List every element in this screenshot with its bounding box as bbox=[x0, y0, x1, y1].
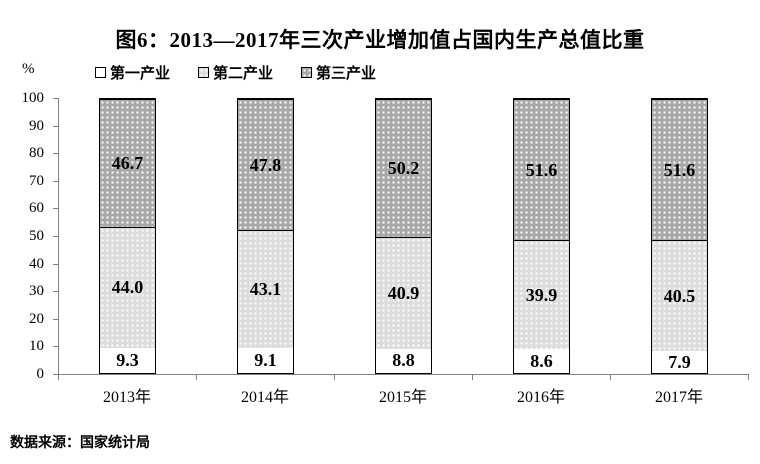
y-axis-tick-label: 30 bbox=[29, 283, 44, 299]
y-axis-tick-label: 10 bbox=[29, 338, 44, 354]
stacked-bar-2017年: 7.9 40.5 51.6 bbox=[651, 98, 708, 374]
bar-segment-value-label: 9.1 bbox=[254, 350, 277, 371]
bar-segment-value-label: 8.8 bbox=[392, 350, 415, 371]
y-axis-tick bbox=[53, 264, 58, 265]
legend-swatch-secondary-industry bbox=[198, 67, 210, 78]
source-note: 数据来源：国家统计局 bbox=[10, 434, 150, 450]
x-axis-tick bbox=[196, 375, 197, 380]
y-axis-tick-label: 60 bbox=[29, 200, 44, 216]
legend-item-tertiary-industry: 第三产业 bbox=[301, 62, 376, 83]
bar-segment-第一产业-2016年: 8.6 bbox=[514, 349, 569, 373]
plot-area bbox=[58, 98, 749, 375]
bar-segment-第一产业-2015年: 8.8 bbox=[376, 348, 431, 373]
bar-segment-value-label: 50.2 bbox=[387, 158, 420, 179]
y-axis-tick-label: 40 bbox=[29, 256, 44, 272]
y-axis-tick-label: 80 bbox=[29, 145, 44, 161]
y-axis-unit-label: % bbox=[22, 61, 35, 77]
y-axis-tick bbox=[53, 346, 58, 347]
x-axis-tick bbox=[748, 375, 749, 380]
bar-segment-第二产业-2013年: 44.0 bbox=[100, 226, 155, 348]
bar-segment-value-label: 39.9 bbox=[525, 284, 558, 305]
x-axis-category-label: 2014年 bbox=[240, 389, 289, 406]
x-axis-tick bbox=[334, 375, 335, 380]
bar-segment-value-label: 44.0 bbox=[111, 277, 144, 298]
y-axis-tick-label: 50 bbox=[29, 228, 44, 244]
bar-segment-value-label: 40.9 bbox=[387, 282, 420, 303]
bar-segment-第三产业-2017年: 51.6 bbox=[652, 99, 707, 241]
legend-item-primary-industry: 第一产业 bbox=[95, 62, 170, 83]
x-axis-tick bbox=[472, 375, 473, 380]
bar-segment-value-label: 9.3 bbox=[116, 349, 139, 370]
bar-segment-value-label: 7.9 bbox=[668, 351, 691, 372]
x-axis-category-label: 2013年 bbox=[102, 389, 151, 406]
bar-segment-第二产业-2014年: 43.1 bbox=[238, 229, 293, 349]
legend-label-secondary-industry: 第二产业 bbox=[213, 65, 274, 82]
bar-segment-第三产业-2016年: 51.6 bbox=[514, 98, 569, 241]
stacked-bar-2016年: 8.6 39.9 51.6 bbox=[513, 98, 570, 374]
y-axis-tick bbox=[53, 153, 58, 154]
y-axis-tick-label: 20 bbox=[29, 311, 44, 327]
y-axis-tick bbox=[53, 181, 58, 182]
bar-segment-value-label: 8.6 bbox=[530, 350, 553, 371]
legend-swatch-tertiary-industry bbox=[301, 67, 313, 78]
bar-segment-value-label: 43.1 bbox=[249, 279, 282, 300]
y-axis-tick-label: 100 bbox=[21, 90, 45, 106]
stacked-bar-2014年: 9.1 43.1 47.8 bbox=[237, 98, 294, 374]
legend-item-secondary-industry: 第二产业 bbox=[198, 62, 273, 83]
bar-segment-value-label: 47.8 bbox=[249, 154, 282, 175]
x-axis-category-label: 2015年 bbox=[378, 389, 427, 406]
x-axis-category-label: 2016年 bbox=[516, 389, 565, 406]
legend-label-tertiary-industry: 第三产业 bbox=[316, 65, 377, 82]
legend-swatch-primary-industry bbox=[95, 67, 106, 78]
legend: 第一产业 第二产业 第三产业 bbox=[95, 62, 376, 83]
bar-segment-第一产业-2013年: 9.3 bbox=[100, 347, 155, 373]
bar-segment-第二产业-2015年: 40.9 bbox=[376, 236, 431, 349]
bar-segment-value-label: 51.6 bbox=[525, 159, 558, 180]
bar-segment-value-label: 46.7 bbox=[111, 153, 144, 173]
bar-segment-value-label: 40.5 bbox=[663, 285, 696, 306]
stacked-bar-2015年: 8.8 40.9 50.2 bbox=[375, 98, 432, 374]
y-axis-tick-label: 0 bbox=[36, 366, 45, 382]
y-axis-tick bbox=[53, 126, 58, 127]
y-axis-tick-label: 70 bbox=[29, 173, 44, 189]
y-axis-tick bbox=[53, 374, 58, 375]
y-axis-tick bbox=[53, 291, 58, 292]
x-axis-tick bbox=[610, 375, 611, 380]
bar-segment-value-label: 51.6 bbox=[663, 159, 696, 180]
y-axis-tick bbox=[53, 98, 58, 99]
bar-segment-第二产业-2017年: 40.5 bbox=[652, 240, 707, 352]
chart-title: 图6：2013—2017年三次产业增加值占国内生产总值比重 bbox=[115, 28, 645, 52]
y-axis-tick-label: 90 bbox=[29, 118, 44, 134]
y-axis-tick bbox=[53, 319, 58, 320]
y-axis-tick bbox=[53, 236, 58, 237]
legend-label-primary-industry: 第一产业 bbox=[110, 65, 171, 82]
bar-segment-第一产业-2014年: 9.1 bbox=[238, 348, 293, 373]
bar-segment-第三产业-2013年: 46.7 bbox=[100, 99, 155, 227]
x-axis-category-label: 2017年 bbox=[654, 389, 703, 406]
bar-segment-第三产业-2015年: 50.2 bbox=[376, 99, 431, 237]
bar-segment-第三产业-2014年: 47.8 bbox=[238, 99, 293, 230]
bar-segment-第一产业-2017年: 7.9 bbox=[652, 351, 707, 373]
stacked-bar-2013年: 9.3 44.0 46.7 bbox=[99, 98, 156, 374]
x-axis-tick bbox=[58, 375, 59, 380]
bar-segment-第二产业-2016年: 39.9 bbox=[514, 240, 569, 350]
y-axis-tick bbox=[53, 208, 58, 209]
